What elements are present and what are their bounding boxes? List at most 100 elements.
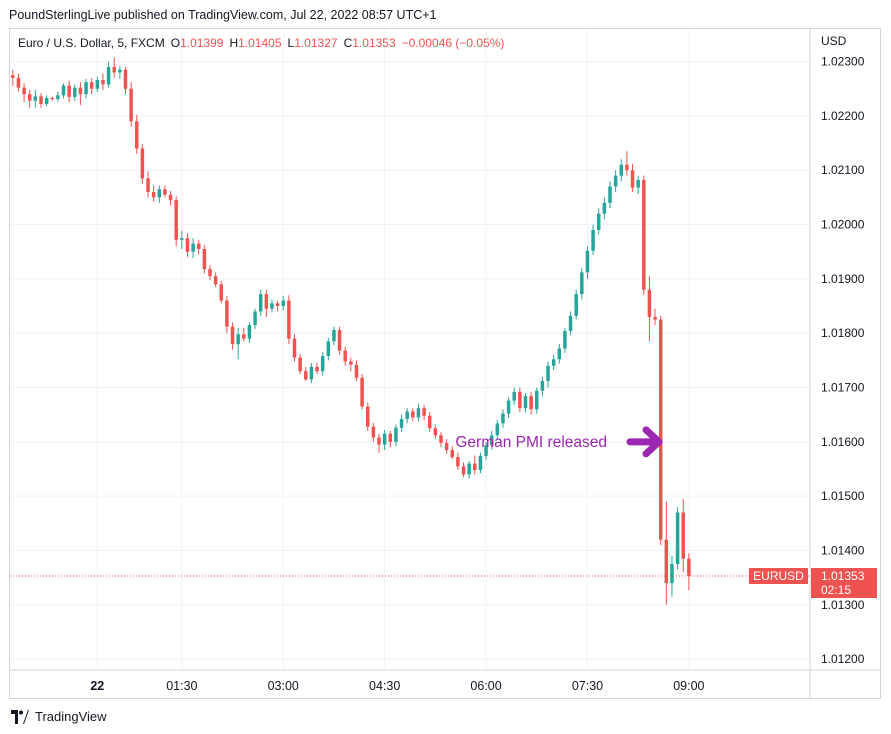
time-tick-label: 03:00 (268, 679, 299, 693)
candle (489, 430, 494, 450)
candle-body (377, 437, 381, 445)
candle (535, 387, 539, 414)
candle-body (118, 69, 122, 73)
candle (613, 170, 618, 192)
candle (168, 190, 173, 206)
candle (495, 420, 500, 440)
candle (16, 73, 21, 92)
candle (687, 553, 691, 591)
ohlc-legend: Euro / U.S. Dollar, 5, FXCM O 1.01399 H 1.0… (18, 36, 504, 50)
candle (529, 391, 533, 415)
candle-body (287, 300, 291, 339)
time-tick-label: 09:00 (673, 679, 704, 693)
candle-body (95, 80, 100, 89)
candle (332, 326, 336, 346)
candle-body (557, 348, 562, 360)
candle-body (185, 238, 190, 252)
candle-body (343, 350, 347, 362)
candle-body (304, 371, 308, 380)
ohlc-field-label: H (229, 36, 238, 50)
price-tick-label: 1.01200 (821, 652, 865, 666)
candle-body (89, 82, 94, 89)
candle (382, 429, 387, 450)
candle-body (642, 180, 646, 290)
candle-body (270, 303, 274, 309)
candle-body (168, 194, 173, 201)
candle-body (687, 558, 691, 577)
candle (523, 392, 528, 413)
candle-body (675, 512, 680, 565)
candle (236, 327, 240, 360)
candle-body (16, 77, 21, 88)
candle (163, 185, 167, 198)
candle (658, 315, 663, 546)
candle (191, 238, 195, 259)
candle-body (140, 148, 145, 179)
current-price-label: 1.01353 (821, 569, 865, 583)
candle-body (112, 67, 116, 73)
ohlc-change-value: −0.00046 (−0.05%) (402, 36, 505, 50)
candle (625, 151, 629, 176)
footer: TradingView (9, 709, 107, 724)
candle-body (366, 406, 370, 427)
candle (84, 78, 88, 99)
candle-body (292, 338, 297, 358)
candle-body (337, 329, 342, 351)
candle-body (56, 95, 60, 100)
candle (264, 289, 269, 317)
candle-body (242, 334, 246, 339)
candle-body (596, 213, 601, 230)
candle (27, 89, 32, 108)
candle-body (50, 97, 54, 100)
candle (636, 175, 640, 195)
price-tick-label: 1.01900 (821, 272, 865, 286)
symbol-tag (749, 568, 808, 585)
candle (574, 289, 578, 320)
candle (247, 322, 252, 343)
candle (123, 67, 128, 95)
candle-body (568, 315, 573, 332)
price-tick-label: 1.01400 (821, 543, 865, 557)
candle-body (636, 180, 640, 188)
candle-body (551, 359, 556, 366)
candle (292, 334, 297, 362)
candle (580, 268, 584, 300)
candle (287, 295, 291, 345)
candle-body (501, 413, 505, 424)
candle-body (585, 250, 590, 273)
price-tick-label: 1.01300 (821, 598, 865, 612)
candle (568, 311, 573, 336)
candle (258, 289, 263, 316)
candle-body (653, 316, 657, 320)
candle (399, 414, 404, 433)
candle-body (608, 186, 612, 203)
annotation-text: German PMI released (455, 434, 607, 451)
candle (275, 300, 280, 312)
candle (360, 373, 364, 410)
candle-body (101, 80, 105, 85)
price-tick-label: 1.02200 (821, 109, 865, 123)
candle (377, 433, 381, 453)
candles-layer (11, 57, 691, 605)
candle (630, 163, 635, 192)
candle (354, 360, 359, 382)
candle-body (219, 284, 224, 301)
candle-body (405, 411, 409, 420)
candle-body (225, 300, 229, 327)
candle-body (106, 67, 111, 85)
candle-body (129, 88, 133, 122)
candle-body (484, 445, 488, 456)
candle-body (427, 415, 432, 429)
candle (512, 387, 516, 405)
candle-body (399, 419, 404, 428)
candle (461, 462, 466, 478)
candle (50, 96, 54, 101)
chart-frame[interactable] (9, 28, 881, 699)
candle (44, 95, 49, 107)
candle (433, 424, 438, 440)
candle (89, 77, 94, 95)
symbol-label: Euro / U.S. Dollar, 5, FXCM (18, 36, 165, 50)
candle-body (540, 381, 545, 391)
candle-body (84, 82, 88, 95)
